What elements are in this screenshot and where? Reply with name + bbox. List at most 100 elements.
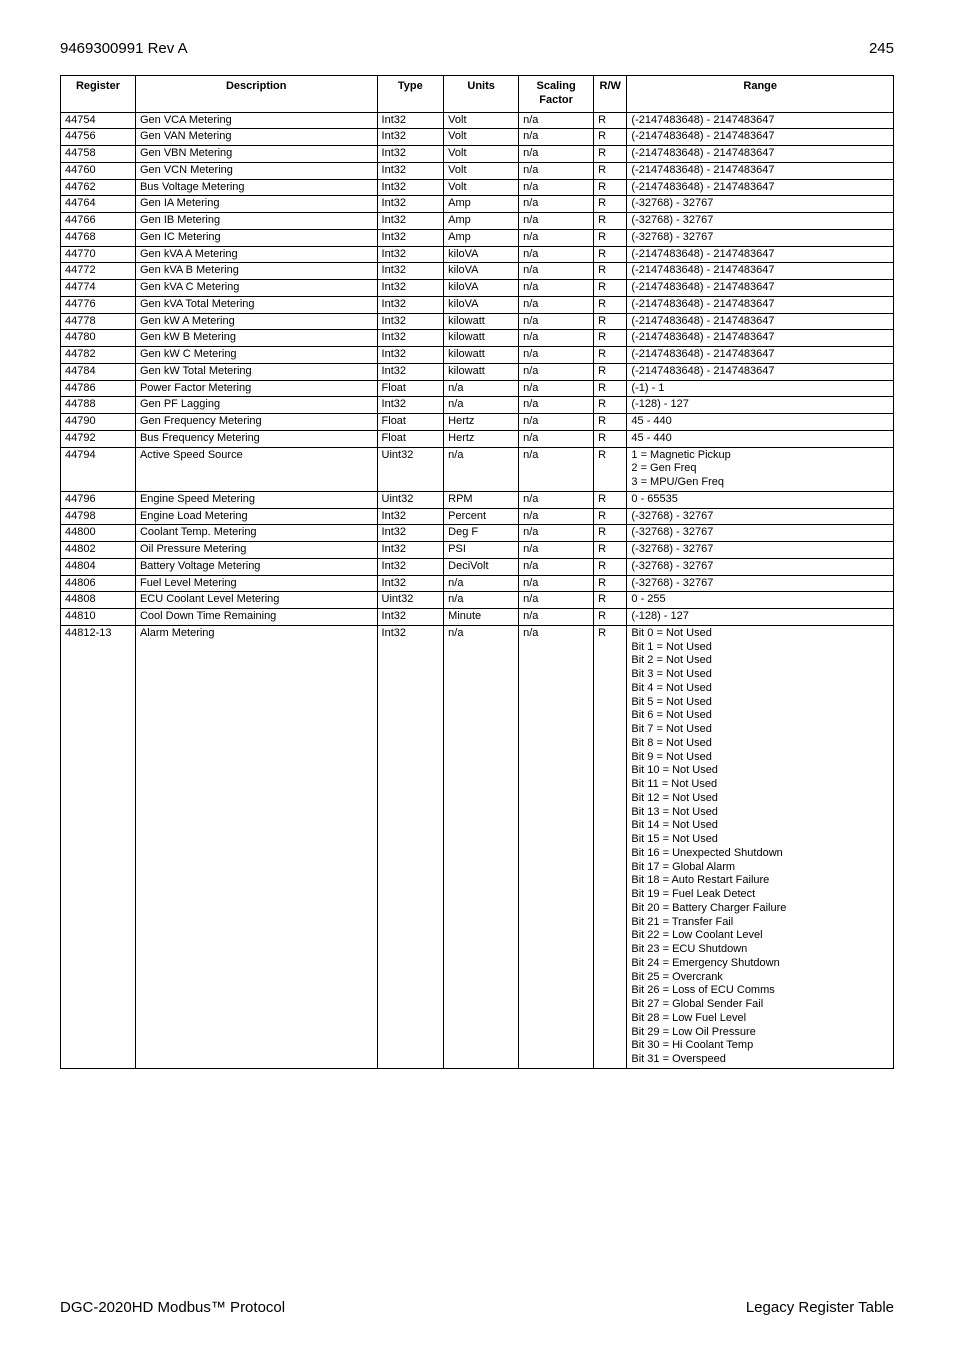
- table-cell: 1 = Magnetic Pickup 2 = Gen Freq 3 = MPU…: [627, 447, 894, 491]
- table-cell: R: [594, 280, 627, 297]
- table-cell: Hertz: [444, 414, 519, 431]
- table-cell: (-2147483648) - 2147483647: [627, 280, 894, 297]
- table-cell: 44808: [61, 592, 136, 609]
- table-cell: Gen VCN Metering: [135, 162, 377, 179]
- table-cell: kilowatt: [444, 313, 519, 330]
- register-table: RegisterDescriptionTypeUnitsScalingFacto…: [60, 75, 894, 1069]
- table-cell: Bit 0 = Not Used Bit 1 = Not Used Bit 2 …: [627, 625, 894, 1068]
- table-row: 44758Gen VBN MeteringInt32Voltn/aR(-2147…: [61, 146, 894, 163]
- table-cell: (-2147483648) - 2147483647: [627, 146, 894, 163]
- table-cell: 44778: [61, 313, 136, 330]
- table-cell: R: [594, 430, 627, 447]
- table-cell: Fuel Level Metering: [135, 575, 377, 592]
- table-cell: Gen IC Metering: [135, 229, 377, 246]
- table-cell: Int32: [377, 609, 444, 626]
- table-cell: Int32: [377, 213, 444, 230]
- table-cell: 44758: [61, 146, 136, 163]
- table-cell: R: [594, 380, 627, 397]
- table-cell: 44812-13: [61, 625, 136, 1068]
- table-cell: PSI: [444, 542, 519, 559]
- table-row: 44754Gen VCA MeteringInt32Voltn/aR(-2147…: [61, 112, 894, 129]
- table-cell: R: [594, 296, 627, 313]
- table-cell: R: [594, 363, 627, 380]
- table-cell: (-32768) - 32767: [627, 575, 894, 592]
- table-cell: Int32: [377, 162, 444, 179]
- table-row: 44772Gen kVA B MeteringInt32kiloVAn/aR(-…: [61, 263, 894, 280]
- table-cell: (-32768) - 32767: [627, 542, 894, 559]
- table-cell: n/a: [444, 380, 519, 397]
- table-cell: 0 - 65535: [627, 491, 894, 508]
- table-cell: Bus Frequency Metering: [135, 430, 377, 447]
- table-cell: Int32: [377, 313, 444, 330]
- table-cell: Minute: [444, 609, 519, 626]
- table-cell: Volt: [444, 162, 519, 179]
- table-cell: R: [594, 179, 627, 196]
- table-cell: Volt: [444, 179, 519, 196]
- table-cell: 44802: [61, 542, 136, 559]
- table-cell: (-32768) - 32767: [627, 525, 894, 542]
- table-cell: Percent: [444, 508, 519, 525]
- table-cell: Bus Voltage Metering: [135, 179, 377, 196]
- table-row: 44790Gen Frequency MeteringFloatHertzn/a…: [61, 414, 894, 431]
- table-cell: Deg F: [444, 525, 519, 542]
- table-cell: n/a: [519, 246, 594, 263]
- table-cell: R: [594, 491, 627, 508]
- table-cell: n/a: [444, 397, 519, 414]
- table-cell: Gen IA Metering: [135, 196, 377, 213]
- table-cell: 44768: [61, 229, 136, 246]
- table-cell: Gen kW C Metering: [135, 347, 377, 364]
- table-cell: 44782: [61, 347, 136, 364]
- table-cell: Int32: [377, 575, 444, 592]
- table-cell: Alarm Metering: [135, 625, 377, 1068]
- table-cell: 44788: [61, 397, 136, 414]
- table-cell: (-128) - 127: [627, 609, 894, 626]
- table-cell: Float: [377, 430, 444, 447]
- table-cell: Float: [377, 380, 444, 397]
- table-cell: 45 - 440: [627, 430, 894, 447]
- table-cell: (-32768) - 32767: [627, 229, 894, 246]
- table-cell: Uint32: [377, 491, 444, 508]
- table-cell: Gen kW Total Metering: [135, 363, 377, 380]
- table-body: 44754Gen VCA MeteringInt32Voltn/aR(-2147…: [61, 112, 894, 1068]
- table-cell: n/a: [519, 542, 594, 559]
- table-head: RegisterDescriptionTypeUnitsScalingFacto…: [61, 76, 894, 113]
- table-cell: n/a: [519, 397, 594, 414]
- table-cell: n/a: [444, 575, 519, 592]
- table-cell: Coolant Temp. Metering: [135, 525, 377, 542]
- table-cell: R: [594, 542, 627, 559]
- table-cell: kilowatt: [444, 363, 519, 380]
- table-cell: 44772: [61, 263, 136, 280]
- table-cell: 44774: [61, 280, 136, 297]
- table-cell: n/a: [519, 558, 594, 575]
- table-cell: Gen kVA B Metering: [135, 263, 377, 280]
- table-cell: 45 - 440: [627, 414, 894, 431]
- table-cell: Int32: [377, 525, 444, 542]
- table-cell: Cool Down Time Remaining: [135, 609, 377, 626]
- table-row: 44760Gen VCN MeteringInt32Voltn/aR(-2147…: [61, 162, 894, 179]
- table-cell: R: [594, 347, 627, 364]
- table-row: 44782Gen kW C MeteringInt32kilowattn/aR(…: [61, 347, 894, 364]
- table-cell: Int32: [377, 280, 444, 297]
- table-cell: Volt: [444, 146, 519, 163]
- table-row: 44798Engine Load MeteringInt32Percentn/a…: [61, 508, 894, 525]
- table-cell: R: [594, 330, 627, 347]
- table-cell: n/a: [519, 491, 594, 508]
- table-cell: Amp: [444, 196, 519, 213]
- table-row: 44776Gen kVA Total MeteringInt32kiloVAn/…: [61, 296, 894, 313]
- table-cell: Uint32: [377, 447, 444, 491]
- table-cell: Int32: [377, 263, 444, 280]
- table-cell: Gen kW B Metering: [135, 330, 377, 347]
- table-row: 44796Engine Speed MeteringUint32RPMn/aR0…: [61, 491, 894, 508]
- table-cell: R: [594, 229, 627, 246]
- table-cell: Gen PF Lagging: [135, 397, 377, 414]
- table-cell: kilowatt: [444, 330, 519, 347]
- table-cell: (-1) - 1: [627, 380, 894, 397]
- table-cell: n/a: [519, 575, 594, 592]
- table-cell: 44764: [61, 196, 136, 213]
- table-cell: n/a: [519, 280, 594, 297]
- table-cell: 44780: [61, 330, 136, 347]
- page-header: 9469300991 Rev A 245: [60, 40, 894, 57]
- table-cell: Engine Speed Metering: [135, 491, 377, 508]
- table-cell: Oil Pressure Metering: [135, 542, 377, 559]
- table-cell: R: [594, 146, 627, 163]
